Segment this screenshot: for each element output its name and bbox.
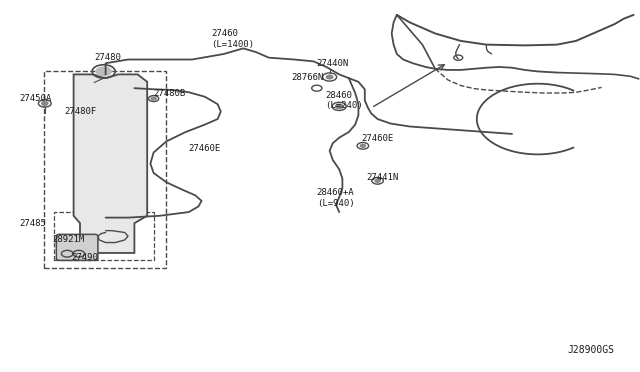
Text: 28460+A
(L=940): 28460+A (L=940) — [317, 188, 355, 208]
Text: 27440N: 27440N — [317, 60, 349, 68]
Text: 27490: 27490 — [72, 253, 99, 262]
Text: 27450A: 27450A — [19, 94, 51, 103]
Circle shape — [151, 97, 156, 100]
Circle shape — [42, 102, 48, 105]
Text: 28766N: 28766N — [291, 73, 323, 82]
Text: 27485: 27485 — [19, 219, 46, 228]
Polygon shape — [74, 74, 147, 253]
Text: 27460
(L=1400): 27460 (L=1400) — [211, 29, 254, 49]
FancyBboxPatch shape — [56, 234, 98, 260]
Circle shape — [326, 75, 333, 79]
Text: 27480: 27480 — [95, 53, 122, 62]
Text: 28460
(L=240): 28460 (L=240) — [325, 91, 363, 110]
Circle shape — [360, 144, 365, 147]
Text: 28921M: 28921M — [52, 235, 84, 244]
Circle shape — [375, 179, 380, 182]
Text: 27441N: 27441N — [366, 173, 398, 182]
Text: 27480B: 27480B — [154, 89, 186, 97]
Text: J28900GS: J28900GS — [568, 345, 614, 355]
Circle shape — [335, 104, 343, 109]
Text: 27460E: 27460E — [189, 144, 221, 153]
Text: 27460E: 27460E — [362, 134, 394, 143]
Circle shape — [96, 67, 111, 76]
Text: 27480F: 27480F — [64, 107, 96, 116]
